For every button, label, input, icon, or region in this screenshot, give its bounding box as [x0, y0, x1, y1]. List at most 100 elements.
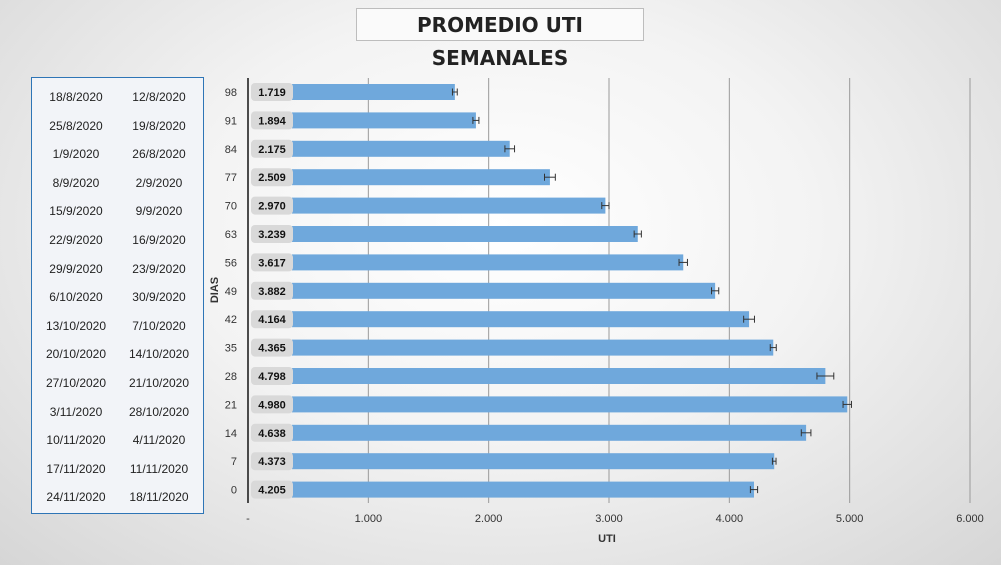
y-tick-label: 84	[225, 144, 237, 156]
bar	[292, 197, 606, 214]
bar	[292, 453, 775, 470]
bar	[292, 254, 684, 271]
chart-title: PROMEDIO UTI SEMANALES	[356, 8, 644, 70]
data-label-box	[251, 480, 293, 499]
date-range-start: 7/10/2020	[132, 318, 186, 333]
bar	[292, 140, 510, 157]
data-label: 3.239	[258, 229, 286, 241]
data-label: 2.970	[258, 201, 286, 213]
y-tick-label: 21	[225, 399, 237, 411]
bar	[292, 282, 716, 299]
x-tick-label: 3.000	[595, 513, 623, 525]
date-range-end: 20/10/2020	[45, 347, 107, 362]
data-label: 4.980	[258, 399, 286, 411]
data-label: 4.164	[258, 314, 286, 326]
date-range-start: 16/9/2020	[132, 233, 186, 247]
data-label-box	[251, 83, 293, 101]
bar	[292, 84, 455, 100]
date-range-end: 6/10/2020	[49, 290, 103, 305]
date-range-end: 3/11/2020	[49, 404, 103, 419]
x-tick-label: 5.000	[836, 513, 864, 525]
data-label-box	[251, 452, 293, 471]
date-range-end: 18/8/2020	[49, 90, 103, 104]
date-range-end: 17/11/2020	[46, 461, 106, 476]
date-range-start: 23/9/2020	[132, 261, 186, 276]
y-tick-label: 56	[225, 257, 237, 269]
date-range-end: 10/11/2020	[46, 433, 106, 448]
y-tick-label: 70	[225, 201, 237, 213]
bar	[292, 169, 550, 186]
date-range-end: 25/8/2020	[49, 118, 103, 133]
date-range-end: 13/10/2020	[45, 318, 107, 333]
bar	[292, 226, 638, 242]
y-tick-label: 28	[225, 371, 237, 383]
date-range-start: 18/11/2020	[129, 490, 189, 505]
y-axis-title: DIAS	[209, 277, 221, 303]
date-range-start: 14/10/2020	[128, 347, 190, 362]
data-label-box	[251, 253, 293, 272]
data-label-box	[251, 225, 293, 243]
data-label: 3.882	[258, 286, 286, 298]
date-range-start: 9/9/2020	[135, 204, 183, 219]
bar	[292, 112, 476, 129]
y-tick-label: 63	[225, 229, 237, 241]
date-range-start: 19/8/2020	[132, 118, 186, 133]
data-label: 2.175	[258, 144, 286, 156]
y-tick-label: 14	[225, 428, 237, 440]
x-tick-label: 1.000	[355, 513, 383, 525]
data-label-box	[251, 367, 293, 385]
bar	[292, 311, 750, 328]
data-label-box	[251, 338, 293, 357]
y-tick-label: 7	[231, 456, 237, 468]
y-tick-label: 0	[231, 485, 237, 497]
data-label-box	[251, 196, 293, 215]
x-tick-label: 4.000	[716, 513, 744, 525]
date-range-end: 24/11/2020	[46, 490, 106, 505]
date-range-start: 2/9/2020	[135, 175, 183, 190]
date-range-start: 21/10/2020	[128, 376, 190, 390]
y-tick-label: 98	[225, 87, 237, 99]
x-tick-label: -	[246, 513, 250, 525]
date-range-end: 1/9/2020	[52, 147, 100, 162]
data-label-box	[251, 281, 293, 300]
date-range-end: 8/9/2020	[52, 175, 100, 190]
data-label: 4.373	[258, 456, 286, 468]
y-tick-label: 35	[225, 343, 237, 355]
y-tick-label: 42	[225, 314, 237, 326]
y-tick-label: 91	[225, 115, 237, 127]
data-label-box	[251, 423, 293, 442]
date-range-start: 26/8/2020	[132, 147, 186, 162]
data-label-box	[251, 310, 293, 329]
date-range-end: 27/10/2020	[45, 376, 107, 390]
data-label-box	[251, 111, 293, 130]
data-label-box	[251, 395, 293, 414]
date-range-start: 12/8/2020	[132, 90, 186, 104]
x-tick-label: 2.000	[475, 513, 503, 525]
bar	[292, 481, 755, 498]
bar	[292, 396, 848, 413]
data-label-box	[251, 168, 293, 187]
date-range-start: 4/11/2020	[132, 433, 186, 448]
date-range-start: 28/10/2020	[128, 404, 190, 419]
data-label: 2.509	[258, 172, 286, 184]
bar	[292, 424, 807, 441]
data-label: 4.205	[258, 485, 286, 497]
bar	[292, 368, 826, 384]
data-label: 3.617	[258, 257, 286, 269]
data-label: 4.798	[258, 371, 286, 383]
date-range-end: 22/9/2020	[49, 233, 103, 247]
x-axis-title: UTI	[598, 533, 616, 545]
data-label: 1.719	[258, 87, 286, 99]
date-range-end: 15/9/2020	[49, 204, 103, 219]
date-range-start: 30/9/2020	[132, 290, 186, 305]
y-tick-label: 49	[225, 286, 237, 298]
data-label-box	[251, 139, 293, 158]
y-tick-label: 77	[225, 172, 237, 184]
bar	[292, 339, 774, 356]
data-label: 4.365	[258, 343, 286, 355]
data-label: 1.894	[258, 115, 286, 127]
date-range-table: 18/8/2020 12/8/2020 25/8/2020 19/8/2020 1/9/…	[31, 77, 204, 514]
data-label: 4.638	[258, 428, 286, 440]
date-range-end: 29/9/2020	[49, 261, 103, 276]
